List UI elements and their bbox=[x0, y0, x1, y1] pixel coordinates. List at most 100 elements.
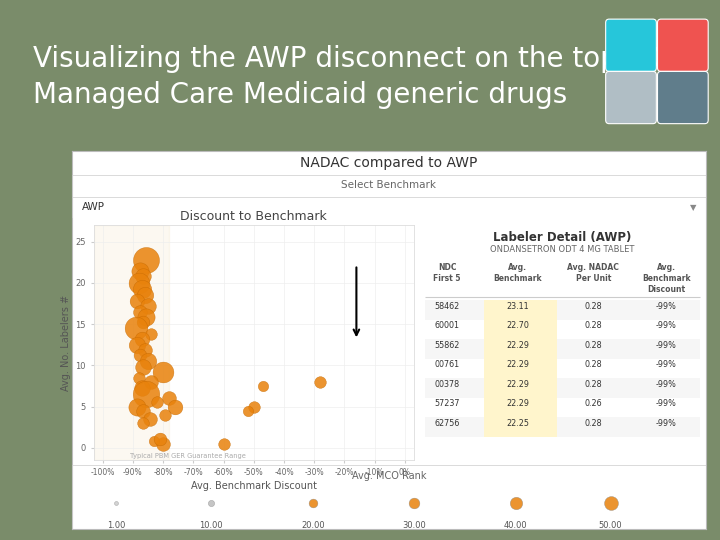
Text: 58462: 58462 bbox=[435, 302, 460, 310]
Point bbox=[158, 439, 169, 448]
Text: 57237: 57237 bbox=[434, 399, 460, 408]
Point bbox=[138, 272, 149, 281]
Point bbox=[144, 415, 156, 423]
Point bbox=[169, 402, 181, 411]
Text: AWP: AWP bbox=[81, 202, 104, 212]
Point bbox=[136, 285, 148, 294]
Point bbox=[151, 398, 163, 407]
Text: -99%: -99% bbox=[656, 399, 677, 408]
Text: -99%: -99% bbox=[656, 418, 677, 428]
Point bbox=[218, 439, 230, 448]
Text: First 5: First 5 bbox=[433, 274, 461, 283]
Point bbox=[143, 302, 154, 310]
Point bbox=[130, 324, 142, 333]
Text: 22.29: 22.29 bbox=[506, 360, 529, 369]
Text: Typical PBM GER Guarantee Range: Typical PBM GER Guarantee Range bbox=[130, 453, 246, 459]
Y-axis label: Avg. No. Labelers #: Avg. No. Labelers # bbox=[61, 294, 71, 391]
Text: 62756: 62756 bbox=[434, 418, 460, 428]
Text: 0.26: 0.26 bbox=[585, 399, 602, 408]
Text: ▼: ▼ bbox=[690, 203, 696, 212]
Text: Discount: Discount bbox=[647, 285, 685, 294]
Bar bbox=[425, 359, 700, 379]
Point bbox=[159, 410, 171, 419]
Text: Select Benchmark: Select Benchmark bbox=[341, 180, 436, 190]
Text: 22.70: 22.70 bbox=[506, 321, 528, 330]
Text: Benchmark: Benchmark bbox=[493, 274, 541, 283]
Point bbox=[154, 435, 166, 444]
Point bbox=[143, 357, 154, 366]
Point bbox=[140, 390, 152, 399]
Text: 20.00: 20.00 bbox=[301, 521, 325, 530]
Bar bbox=[94, 225, 169, 460]
Point bbox=[135, 266, 146, 275]
Point bbox=[257, 382, 269, 390]
Text: Per Unit: Per Unit bbox=[575, 274, 611, 283]
Text: 1.00: 1.00 bbox=[107, 521, 125, 530]
Text: 0.28: 0.28 bbox=[585, 418, 602, 428]
Text: Avg.: Avg. bbox=[508, 263, 527, 272]
Bar bbox=[425, 339, 700, 359]
Point bbox=[148, 437, 160, 445]
Point bbox=[136, 384, 148, 393]
Text: -99%: -99% bbox=[656, 380, 677, 389]
Point bbox=[140, 255, 152, 264]
Point bbox=[132, 340, 143, 349]
Bar bbox=[484, 339, 557, 359]
Point bbox=[145, 377, 157, 386]
Point bbox=[138, 363, 149, 372]
Text: 10.00: 10.00 bbox=[199, 521, 223, 530]
Point bbox=[315, 377, 326, 386]
Text: -99%: -99% bbox=[656, 321, 677, 330]
Bar bbox=[484, 417, 557, 437]
Text: 22.25: 22.25 bbox=[506, 418, 529, 428]
Point bbox=[158, 368, 169, 376]
Text: 40.00: 40.00 bbox=[504, 521, 527, 530]
Point bbox=[139, 291, 150, 300]
Text: Benchmark: Benchmark bbox=[642, 274, 690, 283]
Bar bbox=[425, 300, 700, 320]
Text: 0.28: 0.28 bbox=[585, 341, 602, 350]
Text: 22.29: 22.29 bbox=[506, 341, 529, 350]
X-axis label: Avg. Benchmark Discount: Avg. Benchmark Discount bbox=[191, 481, 317, 491]
Point bbox=[145, 329, 157, 338]
Point bbox=[163, 394, 175, 403]
Text: 00761: 00761 bbox=[435, 360, 460, 369]
Point bbox=[139, 346, 150, 355]
Bar bbox=[484, 359, 557, 379]
Text: 0.28: 0.28 bbox=[585, 321, 602, 330]
Text: Visualizing the AWP disconnect on the top 50
Managed Care Medicaid generic drugs: Visualizing the AWP disconnect on the to… bbox=[33, 45, 662, 109]
Bar bbox=[484, 379, 557, 398]
Text: 60001: 60001 bbox=[435, 321, 459, 330]
Bar bbox=[484, 320, 557, 339]
FancyBboxPatch shape bbox=[606, 19, 657, 71]
Text: -99%: -99% bbox=[656, 302, 677, 310]
Title: Discount to Benchmark: Discount to Benchmark bbox=[181, 210, 327, 222]
Text: 55862: 55862 bbox=[434, 341, 460, 350]
Point bbox=[138, 418, 149, 427]
Point bbox=[140, 313, 152, 322]
Text: NDC: NDC bbox=[438, 263, 456, 272]
Text: 22.29: 22.29 bbox=[506, 380, 529, 389]
Bar bbox=[425, 320, 700, 339]
Bar bbox=[425, 379, 700, 398]
Bar bbox=[484, 398, 557, 417]
FancyBboxPatch shape bbox=[606, 71, 657, 124]
Point bbox=[138, 318, 149, 327]
Point bbox=[242, 406, 253, 415]
Text: Labeler Detail (AWP): Labeler Detail (AWP) bbox=[493, 231, 631, 244]
Text: 0.28: 0.28 bbox=[585, 380, 602, 389]
Point bbox=[136, 335, 148, 343]
Point bbox=[135, 307, 146, 316]
Text: 0.28: 0.28 bbox=[585, 302, 602, 310]
FancyBboxPatch shape bbox=[657, 19, 708, 71]
Point bbox=[133, 279, 145, 287]
Point bbox=[132, 402, 143, 411]
Text: ONDANSETRON ODT 4 MG TABLET: ONDANSETRON ODT 4 MG TABLET bbox=[490, 245, 634, 254]
Point bbox=[135, 351, 146, 360]
Text: Avg. NADAC: Avg. NADAC bbox=[567, 263, 619, 272]
Text: -99%: -99% bbox=[656, 341, 677, 350]
Point bbox=[138, 406, 149, 415]
Text: 50.00: 50.00 bbox=[599, 521, 622, 530]
FancyBboxPatch shape bbox=[657, 71, 708, 124]
Bar bbox=[484, 300, 557, 320]
